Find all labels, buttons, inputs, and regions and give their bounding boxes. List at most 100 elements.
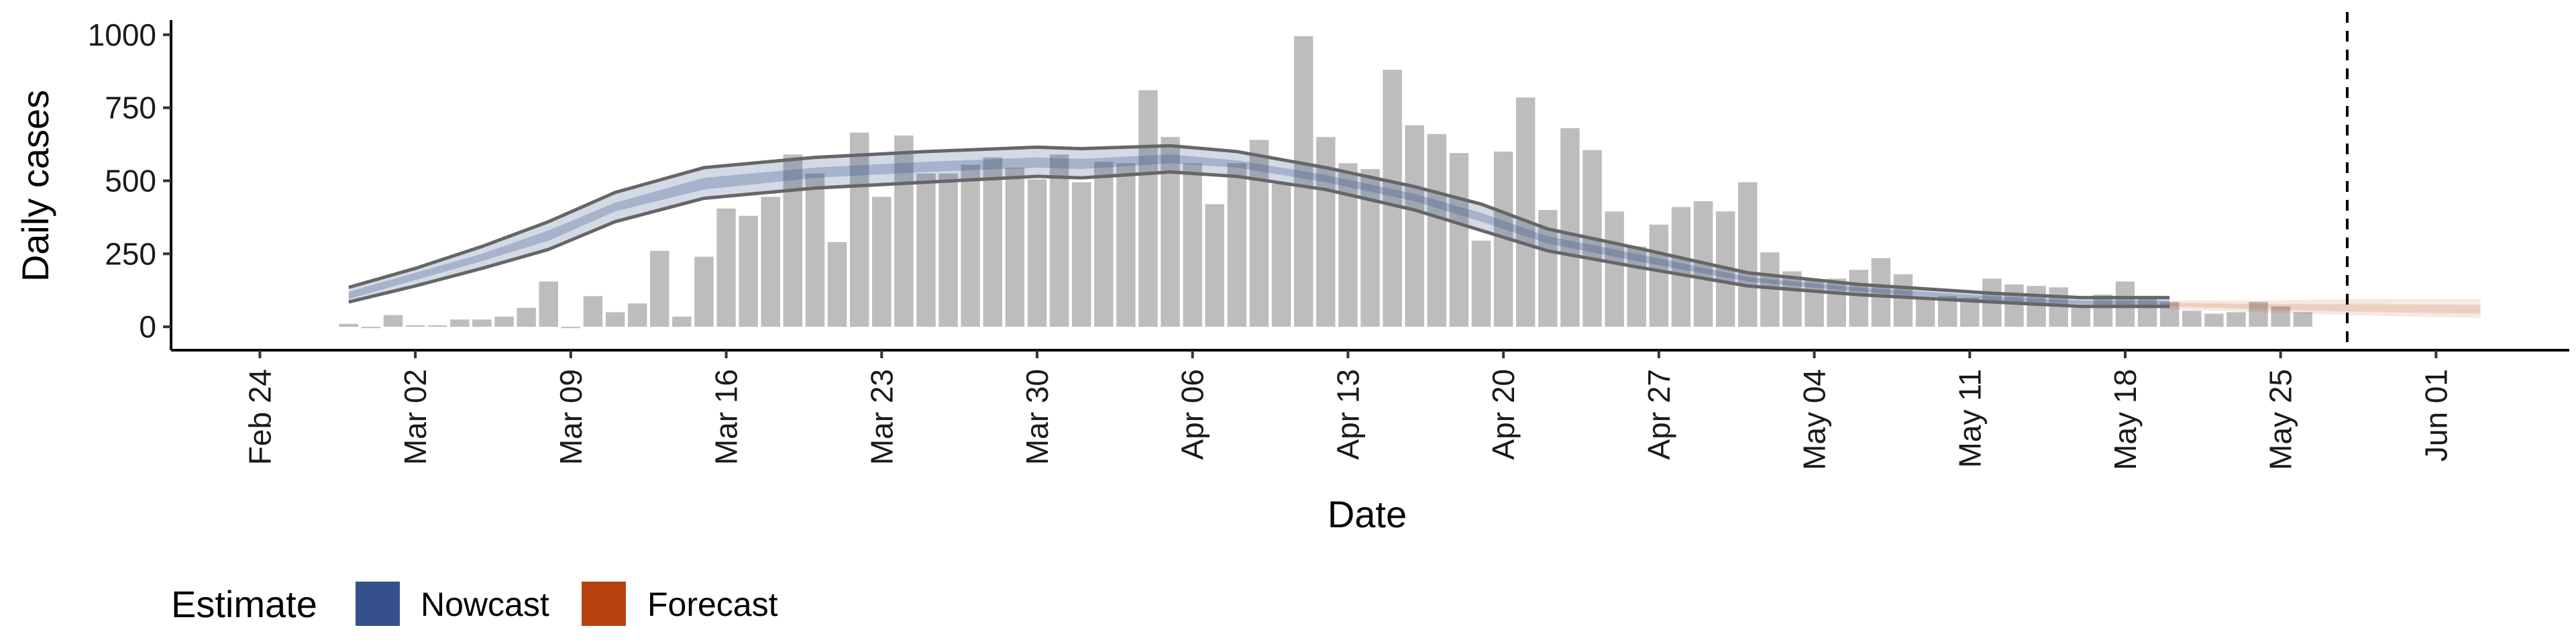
legend-label-forecast: Forecast (647, 586, 778, 623)
bar (517, 307, 536, 327)
bar (2093, 294, 2113, 327)
bar (1915, 299, 1935, 327)
x-tick-label: May 18 (2108, 369, 2143, 470)
bar (1805, 280, 1824, 327)
bar (361, 327, 381, 329)
bar (983, 157, 1003, 327)
x-tick-label: Jun 01 (2418, 369, 2453, 462)
x-tick-label: May 04 (1797, 369, 1832, 470)
bar (783, 154, 803, 327)
bar (1138, 90, 1158, 327)
bar (1071, 182, 1091, 327)
bar (1627, 246, 1646, 327)
bar (2115, 281, 2135, 327)
bar (872, 197, 892, 327)
bar (2004, 284, 2024, 327)
x-axis-ticks: Feb 24 Mar 02 Mar 09 Mar 16 Mar 23 Mar 30 Apr … (242, 350, 2453, 470)
x-tick-label: Feb 24 (242, 369, 277, 465)
y-tick-label: 250 (105, 236, 156, 271)
bar (427, 325, 447, 327)
bar (961, 164, 980, 327)
bar (1094, 162, 1114, 327)
bar (827, 241, 847, 327)
bar (494, 316, 514, 327)
bar (539, 281, 558, 327)
bar (716, 208, 736, 327)
bar (1560, 128, 1580, 327)
bar (1293, 36, 1313, 327)
bar (1427, 133, 1447, 327)
x-tick-label: Mar 09 (553, 369, 588, 465)
bars-layer (339, 36, 2313, 329)
bar (1849, 270, 1868, 327)
x-tick-label: May 25 (2263, 369, 2298, 470)
bar (2071, 307, 2090, 327)
bar (894, 135, 914, 327)
y-axis-ticks: 0 250 500 750 1000 (88, 17, 171, 344)
bar (2204, 313, 2224, 327)
bar (1737, 182, 1758, 327)
bar (1183, 163, 1202, 327)
bar (1161, 137, 1180, 327)
bar (1027, 179, 1047, 327)
legend-label-nowcast: Nowcast (421, 586, 549, 623)
bar (1871, 258, 1891, 327)
bar (339, 323, 359, 327)
bar (1405, 125, 1424, 327)
y-axis-title: Daily cases (14, 90, 56, 282)
bar (1383, 70, 1402, 327)
x-tick-label: Mar 23 (864, 369, 899, 465)
bar (383, 315, 403, 327)
x-tick-label: Apr 27 (1642, 369, 1676, 460)
bar (1227, 163, 1247, 327)
bar (1271, 183, 1291, 327)
bar (1515, 97, 1536, 327)
bar (1116, 163, 1136, 327)
nowcast-upper-line (348, 144, 2170, 300)
legend: Estimate Nowcast Forecast (171, 582, 778, 626)
legend-swatch-forecast (582, 582, 626, 626)
x-tick-label: Apr 13 (1330, 369, 1365, 460)
bar (1649, 224, 1669, 327)
bar (761, 197, 780, 327)
bar (1827, 278, 1846, 327)
lines-layer (348, 144, 2170, 309)
x-tick-label: Apr 20 (1486, 369, 1521, 460)
y-tick-label: 0 (139, 309, 156, 344)
bar (605, 312, 625, 327)
x-tick-label: Apr 06 (1175, 369, 1210, 460)
bar (472, 319, 492, 327)
bar (849, 132, 869, 327)
y-tick-label: 1000 (88, 17, 156, 52)
bar (1605, 211, 1624, 327)
bar (1782, 271, 1802, 327)
bar (694, 256, 714, 327)
bar (739, 215, 758, 327)
x-tick-label: May 11 (1952, 369, 1987, 468)
bar (2293, 312, 2313, 327)
bar (1049, 154, 1069, 327)
bar (627, 303, 647, 327)
x-tick-label: Mar 30 (1020, 369, 1055, 465)
bar (650, 250, 669, 327)
bar (1205, 204, 1225, 327)
forecast-ribbon-50 (2169, 303, 2481, 314)
bar (2271, 306, 2290, 327)
forecast-ribbon-90 (2169, 299, 2481, 319)
bar (1671, 207, 1691, 327)
bar (2027, 286, 2046, 327)
bar (2182, 311, 2202, 327)
bar (2249, 302, 2268, 327)
bar (450, 319, 470, 327)
bar (1249, 140, 1269, 327)
y-tick-label: 750 (105, 91, 156, 125)
x-tick-label: Mar 02 (398, 369, 433, 465)
nowcast-lower-line (348, 170, 2170, 309)
legend-title: Estimate (171, 583, 317, 625)
bar (1449, 153, 1469, 327)
bar (1338, 163, 1358, 327)
bar (938, 173, 958, 327)
bar (1893, 274, 1913, 327)
y-tick-label: 500 (105, 163, 156, 198)
